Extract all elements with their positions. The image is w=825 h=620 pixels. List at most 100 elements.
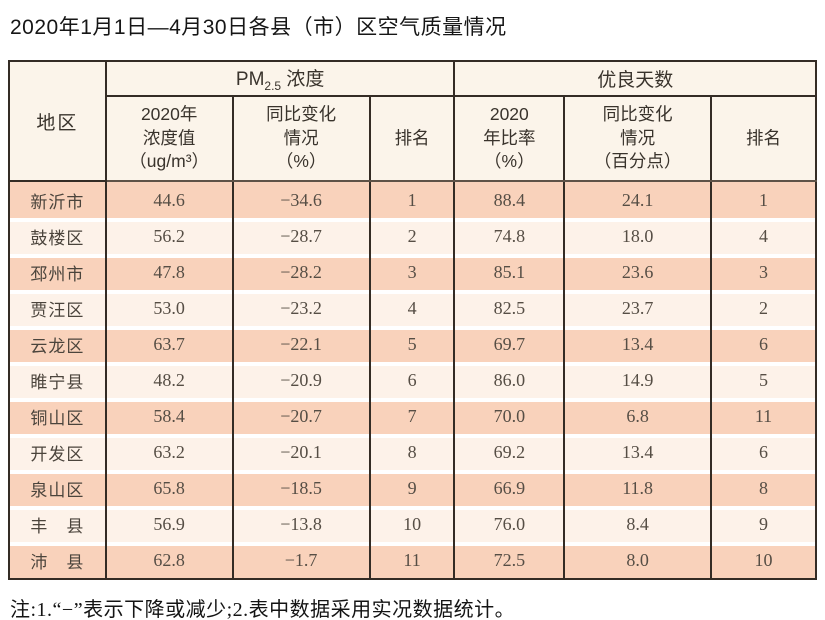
good-change-cell: 8.4 (563, 506, 713, 542)
footnote: 注:1.“−”表示下降或减少;2.表中数据采用实况数据统计。 (10, 599, 516, 620)
pm25-change-cell: −34.6 (231, 181, 371, 218)
pm25-change-cell: −18.5 (231, 470, 371, 506)
pm25-change-cell: −23.2 (231, 290, 371, 326)
region-header: 地区 (8, 61, 107, 182)
pm25-change-header-unit: （%） (275, 151, 327, 172)
good-rate-cell: 82.5 (453, 290, 566, 326)
region-cell: 开发区 (8, 434, 107, 470)
good-rate-cell: 88.4 (453, 181, 566, 218)
pm25-value-header-line2: 浓度值 (142, 127, 196, 148)
table-row: 贾汪区 53.0 −23.2 4 82.5 23.7 2 (8, 290, 817, 326)
region-cell: 泉山区 (8, 470, 107, 506)
good-rank-cell: 6 (710, 326, 817, 362)
pm25-change-cell: −13.8 (231, 506, 371, 542)
pm25-value-cell: 47.8 (104, 254, 234, 290)
pm25-change-cell: −28.2 (231, 254, 371, 290)
good-rate-cell: 76.0 (453, 506, 566, 542)
region-cell: 沛 县 (8, 542, 107, 579)
good-rank-cell: 10 (710, 542, 817, 579)
good-rank-cell: 8 (710, 470, 817, 506)
good-rank-header: 排名 (710, 96, 817, 182)
pm25-change-header: 同比变化 情况 （%） (231, 96, 371, 182)
table-row: 开发区 63.2 −20.1 8 69.2 13.4 6 (8, 434, 817, 470)
pm25-value-header: 2020年 浓度值 （ug/m³） (104, 96, 234, 182)
pm25-rank-cell: 1 (368, 181, 456, 218)
good-change-header-unit: （百分点） (593, 151, 682, 172)
good-days-group-header: 优良天数 (453, 61, 817, 97)
good-rate-cell: 69.2 (453, 434, 566, 470)
good-change-cell: 13.4 (563, 434, 713, 470)
pm25-rank-cell: 10 (368, 506, 456, 542)
pm25-change-cell: −1.7 (231, 542, 371, 579)
region-cell: 贾汪区 (8, 290, 107, 326)
good-rate-cell: 86.0 (453, 362, 566, 398)
table-row: 新沂市 44.6 −34.6 1 88.4 24.1 1 (8, 181, 817, 218)
region-cell: 鼓楼区 (8, 218, 107, 254)
pm25-change-cell: −20.7 (231, 398, 371, 434)
pm25-change-header-line1: 同比变化 (266, 104, 337, 125)
pm25-rank-cell: 4 (368, 290, 456, 326)
good-rank-cell: 3 (710, 254, 817, 290)
good-rank-cell: 1 (710, 181, 817, 218)
good-rate-cell: 85.1 (453, 254, 566, 290)
region-cell: 睢宁县 (8, 362, 107, 398)
table-row: 丰 县 56.9 −13.8 10 76.0 8.4 9 (8, 506, 817, 542)
good-rate-header-unit: （%） (484, 151, 535, 172)
table-row: 睢宁县 48.2 −20.9 6 86.0 14.9 5 (8, 362, 817, 398)
good-rate-cell: 69.7 (453, 326, 566, 362)
pm25-value-cell: 56.9 (104, 506, 234, 542)
region-cell: 铜山区 (8, 398, 107, 434)
good-rank-cell: 11 (710, 398, 817, 434)
pm25-value-cell: 65.8 (104, 470, 234, 506)
good-change-cell: 13.4 (563, 326, 713, 362)
region-cell: 丰 县 (8, 506, 107, 542)
pm25-value-cell: 53.0 (104, 290, 234, 326)
pm25-rank-cell: 6 (368, 362, 456, 398)
pm25-label-prefix: PM (235, 69, 265, 91)
pm25-value-header-unit: （ug/m³） (129, 151, 210, 172)
good-rate-header: 2020 年比率 （%） (453, 96, 566, 182)
good-change-cell: 8.0 (563, 542, 713, 579)
header-sub-row: 2020年 浓度值 （ug/m³） 同比变化 情况 （%） 排名 2020 年比… (9, 96, 817, 182)
good-change-cell: 24.1 (563, 181, 713, 218)
table-row: 云龙区 63.7 −22.1 5 69.7 13.4 6 (8, 326, 817, 362)
pm25-rank-cell: 7 (368, 398, 456, 434)
good-rate-header-line1: 2020 (489, 104, 529, 125)
good-change-header-line1: 同比变化 (602, 104, 673, 125)
good-change-header-line2: 情况 (620, 127, 656, 148)
pm25-change-cell: −28.7 (231, 218, 371, 254)
table-row: 沛 县 62.8 −1.7 11 72.5 8.0 10 (8, 542, 817, 579)
pm25-value-cell: 56.2 (104, 218, 234, 254)
good-change-header: 同比变化 情况 （百分点） (563, 96, 713, 182)
pm25-value-cell: 58.4 (104, 398, 234, 434)
pm25-label-subscript: 2.5 (264, 78, 282, 93)
pm25-rank-header: 排名 (368, 96, 456, 182)
header-group-row: 地区 PM2.5 浓度 优良天数 (8, 61, 817, 182)
pm25-label-suffix: 浓度 (286, 69, 325, 91)
good-rank-cell: 6 (710, 434, 817, 470)
pm25-value-header-line1: 2020年 (140, 104, 198, 125)
good-change-cell: 18.0 (563, 218, 713, 254)
region-cell: 新沂市 (8, 181, 107, 218)
table-row: 铜山区 58.4 −20.7 7 70.0 6.8 11 (8, 398, 817, 434)
air-quality-table: 地区 PM2.5 浓度 优良天数 2020年 浓度值 （ug/m³） 同比变化 … (8, 60, 817, 580)
pm25-value-cell: 63.7 (104, 326, 234, 362)
region-cell: 云龙区 (8, 326, 107, 362)
good-change-cell: 23.6 (563, 254, 713, 290)
pm25-rank-cell: 9 (368, 470, 456, 506)
pm25-value-cell: 62.8 (104, 542, 234, 579)
region-cell: 邳州市 (8, 254, 107, 290)
good-rate-cell: 70.0 (453, 398, 566, 434)
table-row: 鼓楼区 56.2 −28.7 2 74.8 18.0 4 (8, 218, 817, 254)
page-title: 2020年1月1日—4月30日各县（市）区空气质量情况 (10, 16, 507, 39)
good-rate-cell: 74.8 (453, 218, 566, 254)
good-rank-cell: 5 (710, 362, 817, 398)
good-change-cell: 14.9 (563, 362, 713, 398)
good-change-cell: 23.7 (563, 290, 713, 326)
pm25-change-cell: −20.9 (231, 362, 371, 398)
pm25-change-header-line2: 情况 (283, 127, 319, 148)
pm25-rank-cell: 3 (368, 254, 456, 290)
pm25-value-cell: 44.6 (104, 181, 234, 218)
good-rank-cell: 9 (710, 506, 817, 542)
